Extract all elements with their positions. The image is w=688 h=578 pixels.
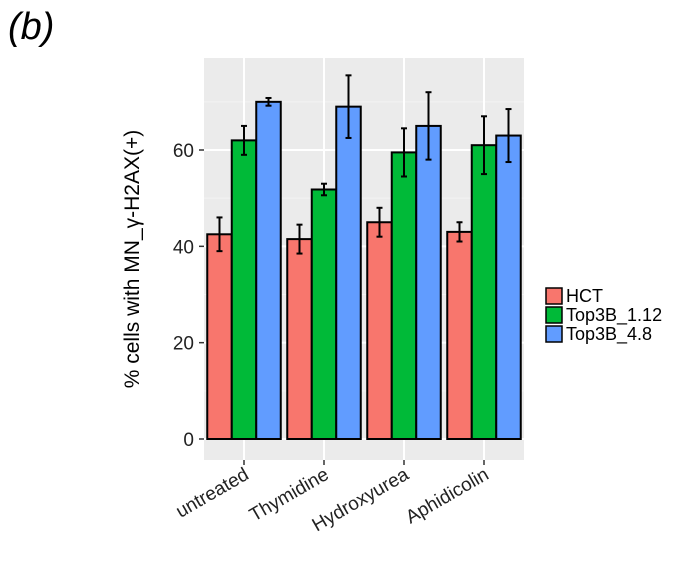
legend-swatch <box>545 306 563 324</box>
y-tick-label: 0 <box>183 430 194 451</box>
y-axis: 0 20 40 60 <box>173 141 204 451</box>
bar <box>495 134 522 441</box>
bar <box>310 188 338 440</box>
y-tick-label: 20 <box>173 334 194 355</box>
bar <box>335 105 362 441</box>
bar <box>470 144 498 441</box>
y-tick-label: 60 <box>173 141 194 162</box>
bar <box>390 151 418 441</box>
legend-label: Top3B_1.12 <box>566 305 662 326</box>
x-tick-label: Aphidicolin <box>402 464 492 528</box>
legend-label: HCT <box>566 286 603 306</box>
legend-label: Top3B_4.8 <box>566 324 652 345</box>
y-tick-label: 40 <box>173 237 194 258</box>
bar <box>255 100 282 440</box>
panel-label: (b) <box>8 6 55 48</box>
bar <box>446 230 473 440</box>
bar <box>415 124 442 441</box>
legend-swatch <box>545 325 563 343</box>
y-axis-label: % cells with MN_γ-H2AX(+) <box>121 130 144 388</box>
error-bars-layer <box>216 74 512 255</box>
legend-swatch <box>545 287 563 305</box>
bar <box>206 233 233 440</box>
bar <box>230 139 258 440</box>
bar <box>286 238 313 440</box>
x-tick-label: untreated <box>172 464 252 522</box>
bars-layer <box>206 100 522 441</box>
bar <box>366 221 393 440</box>
